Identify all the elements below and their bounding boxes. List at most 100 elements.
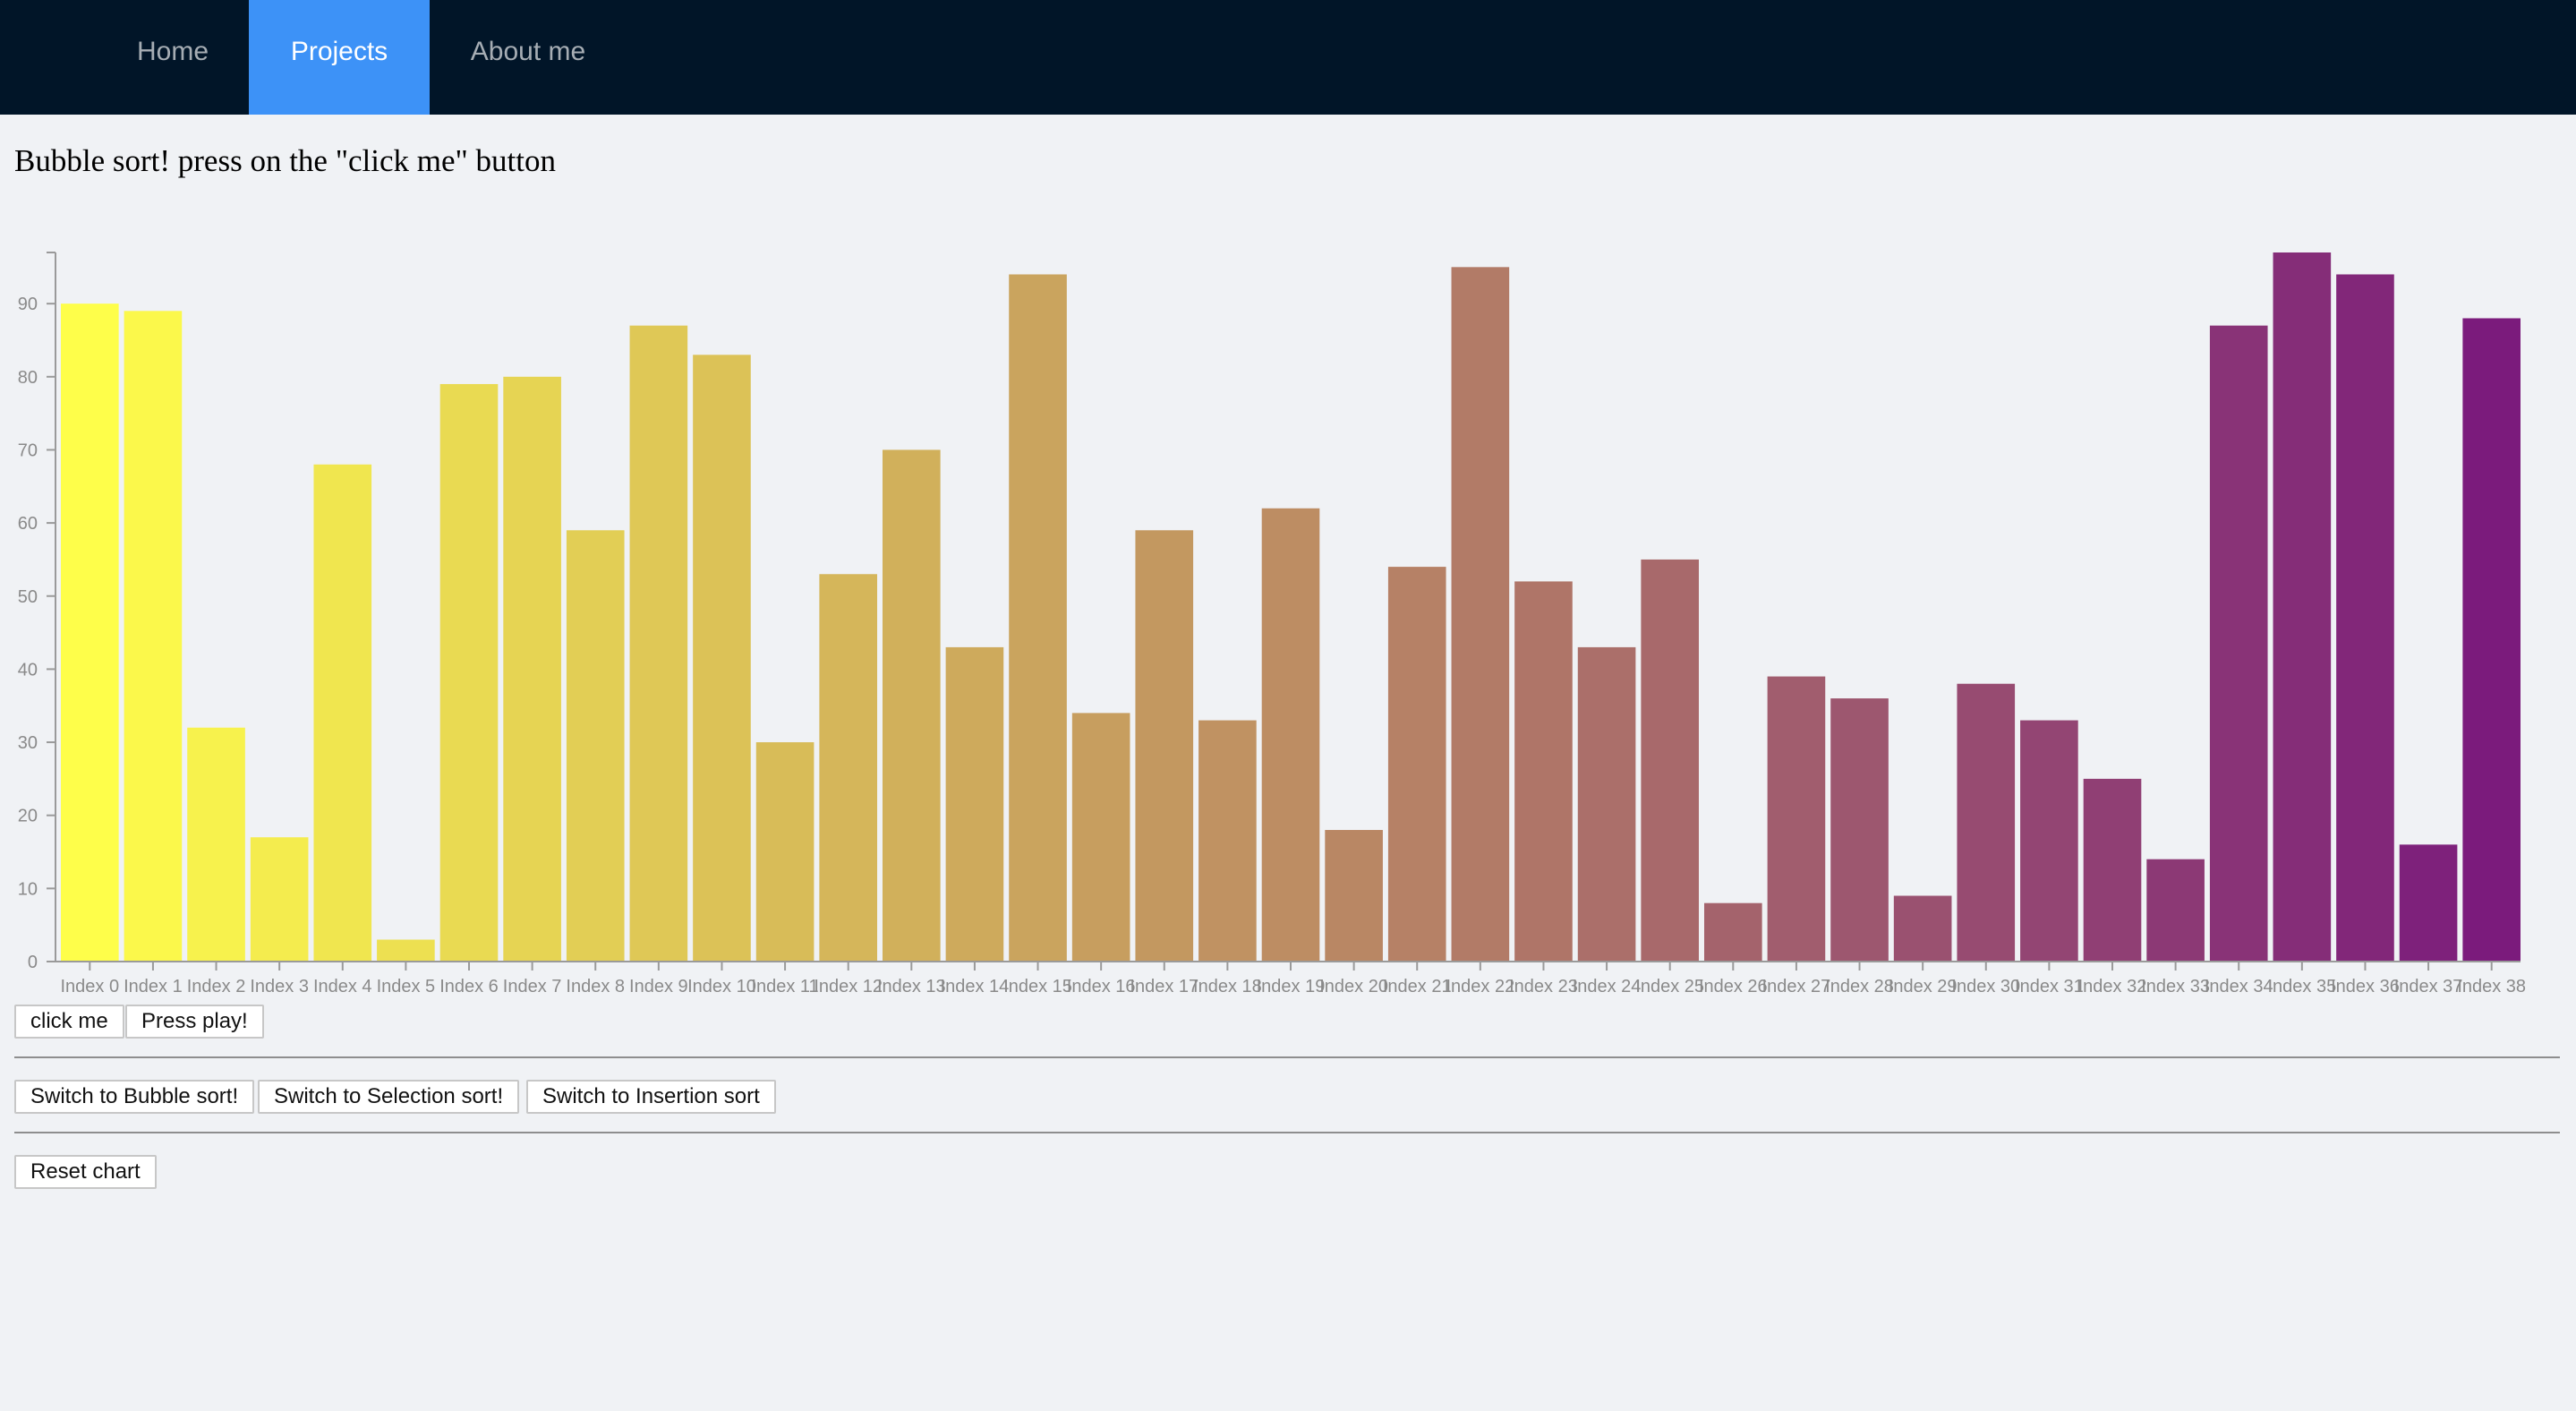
x-tick-label: Index 38 bbox=[2457, 977, 2526, 994]
y-tick-label: 20 bbox=[18, 807, 38, 826]
x-tick-label: Index 2 bbox=[187, 977, 246, 994]
x-tick-label: Index 17 bbox=[1130, 977, 1198, 994]
bar-index-17 bbox=[1135, 530, 1194, 962]
bar-index-30 bbox=[1957, 683, 2016, 962]
bar-index-21 bbox=[1387, 567, 1446, 962]
top-navbar: Home Projects About me bbox=[0, 0, 2576, 115]
divider bbox=[14, 1132, 2560, 1133]
bar-index-22 bbox=[1451, 267, 1510, 962]
x-tick-label: Index 35 bbox=[2267, 977, 2336, 994]
x-tick-label: Index 33 bbox=[2141, 977, 2210, 994]
bar-index-31 bbox=[2020, 720, 2078, 962]
bar-index-3 bbox=[250, 837, 309, 962]
x-tick-label: Index 19 bbox=[1257, 977, 1326, 994]
bar-index-11 bbox=[755, 742, 815, 962]
divider bbox=[14, 1056, 2560, 1058]
bar-index-23 bbox=[1514, 581, 1573, 962]
bar-index-37 bbox=[2399, 844, 2458, 962]
bar-index-14 bbox=[945, 646, 1004, 962]
press-play-button[interactable]: Press play! bbox=[125, 1005, 264, 1039]
bar-index-33 bbox=[2146, 859, 2205, 962]
nav-projects[interactable]: Projects bbox=[249, 0, 430, 115]
bar-index-1 bbox=[124, 311, 183, 962]
bar-index-0 bbox=[61, 304, 119, 962]
x-tick-label: Index 23 bbox=[1509, 977, 1578, 994]
x-tick-label: Index 32 bbox=[2078, 977, 2147, 994]
x-tick-label: Index 14 bbox=[941, 977, 1010, 994]
x-tick-label: Index 9 bbox=[629, 977, 688, 994]
x-tick-label: Index 13 bbox=[877, 977, 946, 994]
y-tick-label: 50 bbox=[18, 587, 38, 607]
x-tick-label: Index 36 bbox=[2331, 977, 2400, 994]
x-tick-label: Index 1 bbox=[124, 977, 183, 994]
nav-home[interactable]: Home bbox=[136, 37, 209, 66]
x-tick-label: Index 31 bbox=[2015, 977, 2084, 994]
y-tick-label: 90 bbox=[18, 295, 38, 314]
bar-index-36 bbox=[2336, 274, 2394, 962]
reset-chart-button[interactable]: Reset chart bbox=[14, 1155, 157, 1189]
x-tick-label: Index 37 bbox=[2394, 977, 2463, 994]
x-tick-label: Index 24 bbox=[1573, 977, 1642, 994]
bar-index-28 bbox=[1830, 698, 1889, 962]
y-tick-label: 0 bbox=[28, 953, 38, 972]
y-tick-label: 30 bbox=[18, 733, 38, 753]
bar-index-24 bbox=[1577, 646, 1636, 962]
bar-index-29 bbox=[1893, 895, 1952, 962]
x-tick-label: Index 22 bbox=[1446, 977, 1514, 994]
switch-bubble-sort-button[interactable]: Switch to Bubble sort! bbox=[14, 1080, 255, 1114]
x-tick-label: Index 34 bbox=[2205, 977, 2273, 994]
x-tick-label: Index 10 bbox=[687, 977, 756, 994]
x-tick-label: Index 30 bbox=[1951, 977, 2020, 994]
switch-selection-sort-button[interactable]: Switch to Selection sort! bbox=[258, 1080, 520, 1114]
bar-index-19 bbox=[1261, 508, 1320, 962]
bar-index-34 bbox=[2209, 325, 2268, 962]
x-tick-label: Index 18 bbox=[1193, 977, 1262, 994]
bar-index-35 bbox=[2273, 252, 2332, 962]
x-tick-label: Index 0 bbox=[61, 977, 120, 994]
x-tick-label: Index 16 bbox=[1067, 977, 1136, 994]
bar-index-15 bbox=[1009, 274, 1067, 962]
bar-index-20 bbox=[1325, 830, 1383, 962]
x-tick-label: Index 3 bbox=[250, 977, 309, 994]
bar-index-12 bbox=[819, 574, 877, 962]
click-me-button[interactable]: click me bbox=[14, 1005, 124, 1039]
bar-index-8 bbox=[566, 530, 625, 962]
bar-index-27 bbox=[1767, 676, 1826, 962]
bar-index-26 bbox=[1704, 902, 1762, 962]
x-tick-label: Index 8 bbox=[566, 977, 625, 994]
x-tick-label: Index 25 bbox=[1635, 977, 1704, 994]
y-tick-label: 70 bbox=[18, 440, 38, 460]
bar-index-10 bbox=[693, 355, 751, 962]
bar-index-16 bbox=[1071, 713, 1130, 962]
nav-about-me[interactable]: About me bbox=[470, 37, 586, 66]
bar-index-5 bbox=[377, 939, 435, 962]
bar-index-32 bbox=[2083, 778, 2142, 962]
y-tick-label: 40 bbox=[18, 660, 38, 680]
y-tick-label: 60 bbox=[18, 514, 38, 534]
y-tick-label: 80 bbox=[18, 368, 38, 388]
x-tick-label: Index 6 bbox=[439, 977, 499, 994]
x-tick-label: Index 20 bbox=[1319, 977, 1388, 994]
x-tick-label: Index 5 bbox=[377, 977, 436, 994]
bar-index-6 bbox=[439, 383, 499, 962]
page-title: Bubble sort! press on the "click me" but… bbox=[14, 143, 556, 178]
x-tick-label: Index 11 bbox=[751, 977, 818, 994]
bar-index-38 bbox=[2462, 318, 2521, 962]
bar-index-18 bbox=[1198, 720, 1257, 962]
bar-index-7 bbox=[503, 376, 561, 962]
bar-index-13 bbox=[883, 449, 941, 962]
bar-index-25 bbox=[1641, 559, 1699, 962]
x-tick-label: Index 12 bbox=[814, 977, 883, 994]
bar-index-4 bbox=[313, 464, 372, 962]
x-tick-label: Index 26 bbox=[1699, 977, 1768, 994]
y-tick-label: 10 bbox=[18, 879, 38, 899]
x-tick-label: Index 21 bbox=[1383, 977, 1452, 994]
switch-insertion-sort-button[interactable]: Switch to Insertion sort bbox=[526, 1080, 776, 1114]
x-tick-label: Index 4 bbox=[313, 977, 372, 994]
bar-index-9 bbox=[629, 325, 688, 962]
x-tick-label: Index 27 bbox=[1762, 977, 1831, 994]
x-tick-label: Index 15 bbox=[1003, 977, 1072, 994]
x-tick-label: Index 29 bbox=[1889, 977, 1958, 994]
x-tick-label: Index 28 bbox=[1825, 977, 1894, 994]
